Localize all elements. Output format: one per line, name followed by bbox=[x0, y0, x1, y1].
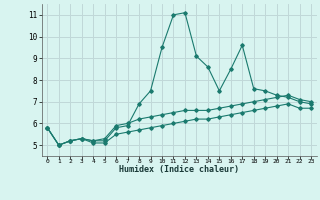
X-axis label: Humidex (Indice chaleur): Humidex (Indice chaleur) bbox=[119, 165, 239, 174]
